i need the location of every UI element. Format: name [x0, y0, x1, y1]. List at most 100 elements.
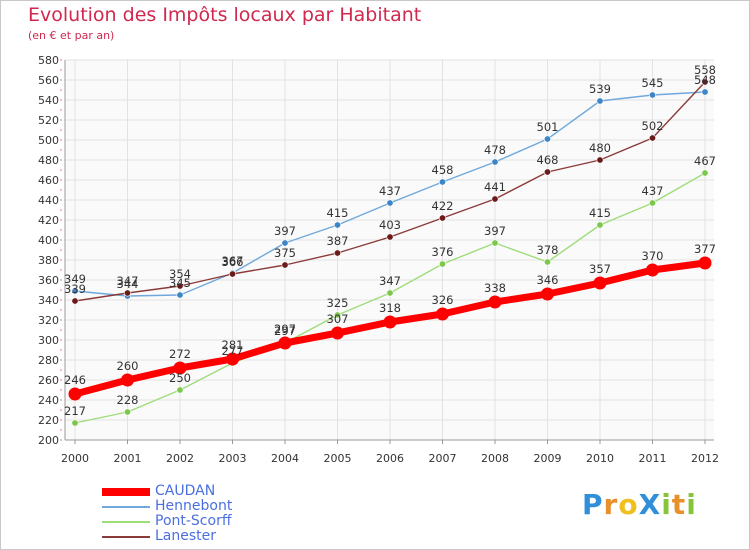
data-point-pont-scorff — [701, 169, 709, 177]
data-label-caudan: 326 — [432, 293, 454, 307]
y-tick-label: 320 — [38, 314, 59, 327]
data-point-lanester — [176, 282, 184, 290]
data-point-caudan — [383, 315, 397, 329]
y-tick-label: 460 — [38, 174, 59, 187]
y-tick-label: 340 — [38, 294, 59, 307]
logo-letter: X — [638, 488, 662, 521]
x-tick-label: 2004 — [271, 452, 299, 465]
x-tick-label: 2012 — [691, 452, 719, 465]
data-point-pont-scorff — [491, 239, 499, 247]
data-label-pont-scorff: 467 — [694, 154, 716, 168]
legend-swatch — [102, 536, 150, 538]
data-point-hennebont — [333, 221, 341, 229]
y-tick-label: 280 — [38, 354, 59, 367]
data-point-caudan — [68, 387, 82, 401]
y-tick-label: 220 — [38, 414, 59, 427]
data-label-lanester: 339 — [64, 282, 86, 296]
series-lines — [68, 78, 712, 427]
data-point-caudan — [698, 256, 712, 270]
proxiti-logo: ProXiti — [582, 488, 697, 521]
data-label-lanester: 422 — [432, 199, 454, 213]
y-tick-label: 400 — [38, 234, 59, 247]
data-point-hennebont — [701, 88, 709, 96]
legend-swatch — [102, 488, 150, 496]
data-label-pont-scorff: 378 — [537, 243, 559, 257]
data-point-hennebont — [543, 135, 551, 143]
y-tick-label: 500 — [38, 134, 59, 147]
data-point-pont-scorff — [333, 311, 341, 319]
data-label-caudan: 318 — [379, 301, 401, 315]
data-point-caudan — [173, 361, 187, 375]
data-labels: 349 344 345 367 397 415 437 458 478 501 539 545 548 3… — [64, 63, 716, 418]
data-label-caudan: 281 — [222, 338, 244, 352]
data-point-hennebont — [648, 91, 656, 99]
data-point-hennebont — [491, 158, 499, 166]
data-point-lanester — [229, 270, 237, 278]
y-tick-label: 420 — [38, 214, 59, 227]
logo-letter: i — [686, 488, 697, 521]
x-tick-label: 2009 — [534, 452, 562, 465]
data-point-caudan — [593, 276, 607, 290]
x-tick-label: 2005 — [324, 452, 352, 465]
logo-letter: r — [603, 488, 619, 521]
data-label-hennebont: 437 — [379, 184, 401, 198]
data-label-caudan: 377 — [694, 242, 716, 256]
y-tick-label: 300 — [38, 334, 59, 347]
data-point-lanester — [124, 289, 132, 297]
data-point-hennebont — [281, 239, 289, 247]
data-point-caudan — [278, 336, 292, 350]
data-point-caudan — [646, 263, 659, 277]
y-tick-label: 520 — [38, 114, 59, 127]
data-label-pont-scorff: 376 — [432, 245, 454, 259]
data-label-hennebont: 458 — [432, 163, 454, 177]
data-label-hennebont: 548 — [694, 73, 716, 87]
legend-label: CAUDAN — [155, 483, 216, 499]
x-tick-label: 2000 — [61, 452, 89, 465]
data-point-hennebont — [386, 199, 394, 207]
data-point-lanester — [71, 297, 79, 305]
legend-label: Pont-Scorff — [155, 513, 232, 529]
x-tick-label: 2001 — [114, 452, 142, 465]
data-label-pont-scorff: 347 — [379, 274, 401, 288]
data-label-hennebont: 501 — [537, 120, 559, 134]
data-label-pont-scorff: 325 — [327, 296, 349, 310]
data-point-lanester — [281, 261, 289, 269]
data-label-lanester: 366 — [222, 255, 244, 269]
y-tick-label: 540 — [38, 94, 59, 107]
y-tick-label: 380 — [38, 254, 59, 267]
data-point-hennebont — [71, 287, 79, 295]
data-label-caudan: 338 — [484, 281, 506, 295]
data-label-lanester: 441 — [484, 180, 506, 194]
y-tick-label: 560 — [38, 74, 59, 87]
data-point-caudan — [226, 352, 239, 366]
data-label-caudan: 307 — [327, 312, 349, 326]
data-point-lanester — [596, 156, 604, 164]
data-point-caudan — [121, 373, 134, 387]
y-tick-label: 260 — [38, 374, 59, 387]
data-point-pont-scorff — [176, 386, 184, 394]
legend-label: Lanester — [155, 528, 217, 544]
data-label-lanester: 502 — [642, 119, 664, 133]
data-point-lanester — [491, 195, 499, 203]
data-label-pont-scorff: 250 — [169, 371, 191, 385]
data-point-caudan — [541, 287, 554, 301]
data-point-lanester — [438, 214, 446, 222]
logo-letter: o — [618, 488, 639, 521]
data-label-hennebont: 415 — [327, 206, 349, 220]
data-label-caudan: 370 — [642, 249, 664, 263]
y-tick-label: 440 — [38, 194, 59, 207]
data-label-lanester: 387 — [327, 234, 349, 248]
data-label-lanester: 375 — [274, 246, 296, 260]
data-label-hennebont: 349 — [64, 272, 86, 286]
data-point-caudan — [436, 307, 449, 321]
data-label-pont-scorff: 217 — [64, 404, 86, 418]
x-tick-label: 2007 — [429, 452, 457, 465]
data-label-caudan: 297 — [274, 322, 296, 336]
data-label-hennebont: 345 — [169, 276, 191, 290]
data-label-caudan: 260 — [117, 359, 139, 373]
data-label-hennebont: 478 — [484, 143, 506, 157]
y-tick-label: 240 — [38, 394, 59, 407]
legend-swatch — [102, 521, 150, 523]
data-label-lanester: 347 — [117, 274, 139, 288]
